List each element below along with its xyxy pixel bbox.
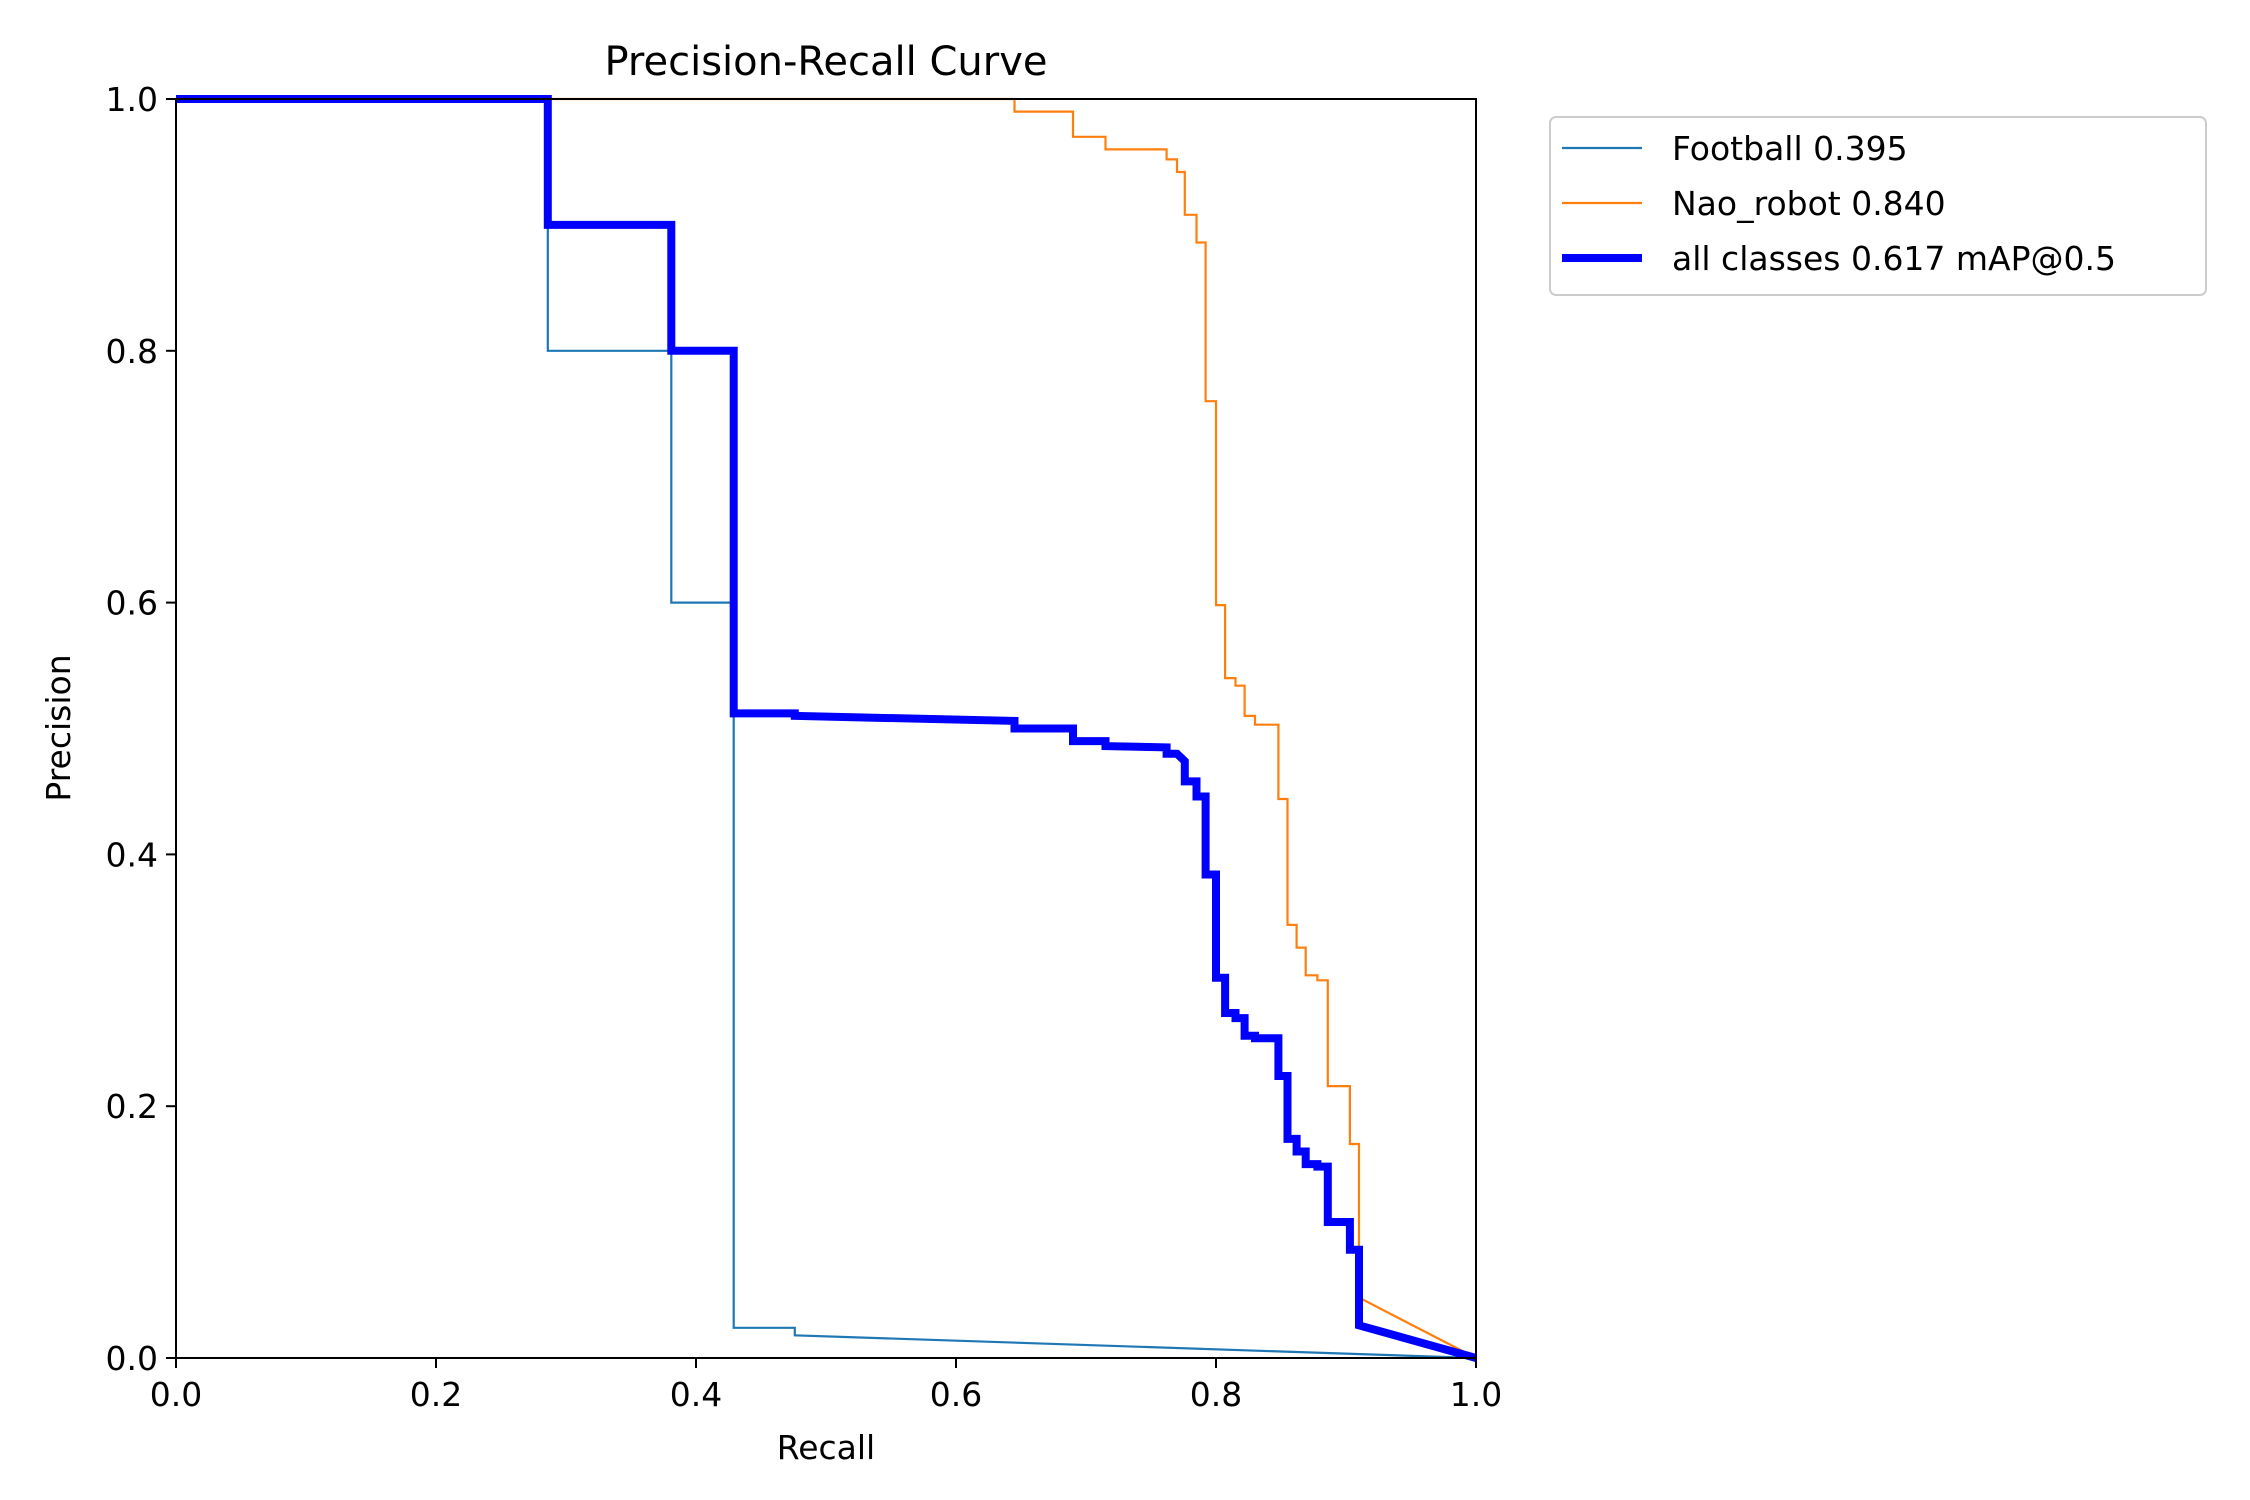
x-tick-label: 0.0 [150, 1375, 202, 1414]
y-tick-label: 0.2 [106, 1087, 158, 1126]
chart-title: Precision-Recall Curve [605, 39, 1048, 85]
y-tick-label: 0.4 [106, 835, 158, 874]
x-tick-label: 1.0 [1450, 1375, 1502, 1414]
y-tick-label: 1.0 [106, 80, 158, 119]
x-tick-label: 0.4 [670, 1375, 722, 1414]
legend-label: Nao_robot 0.840 [1672, 184, 1946, 223]
legend-items: Football 0.395 Nao_robot 0.840 all classes… [1562, 129, 2116, 278]
y-tick-label: 0.8 [106, 332, 158, 371]
x-tick-label: 0.2 [410, 1375, 462, 1414]
y-axis-ticks: 0.0 0.2 0.4 0.6 0.8 1.0 [106, 80, 176, 1378]
x-axis-label: Recall [777, 1428, 875, 1467]
x-tick-label: 0.8 [1190, 1375, 1242, 1414]
series-line-2 [176, 95, 1478, 1362]
y-axis-label: Precision [39, 654, 78, 801]
series-layer [176, 95, 1478, 1362]
y-tick-label: 0.0 [106, 1339, 158, 1378]
x-axis-ticks: 0.0 0.2 0.4 0.6 0.8 1.0 [150, 1358, 1502, 1414]
plot-frame [175, 98, 1477, 1359]
legend-frame [1549, 116, 2207, 296]
y-tick-label: 0.6 [106, 584, 158, 623]
legend: Football 0.395 Nao_robot 0.840 all classes… [1549, 116, 2207, 296]
legend-label: Football 0.395 [1672, 129, 1908, 168]
legend-label: all classes 0.617 mAP@0.5 [1672, 239, 2116, 278]
x-tick-label: 0.6 [930, 1375, 982, 1414]
series-line-1 [176, 97, 1477, 1359]
